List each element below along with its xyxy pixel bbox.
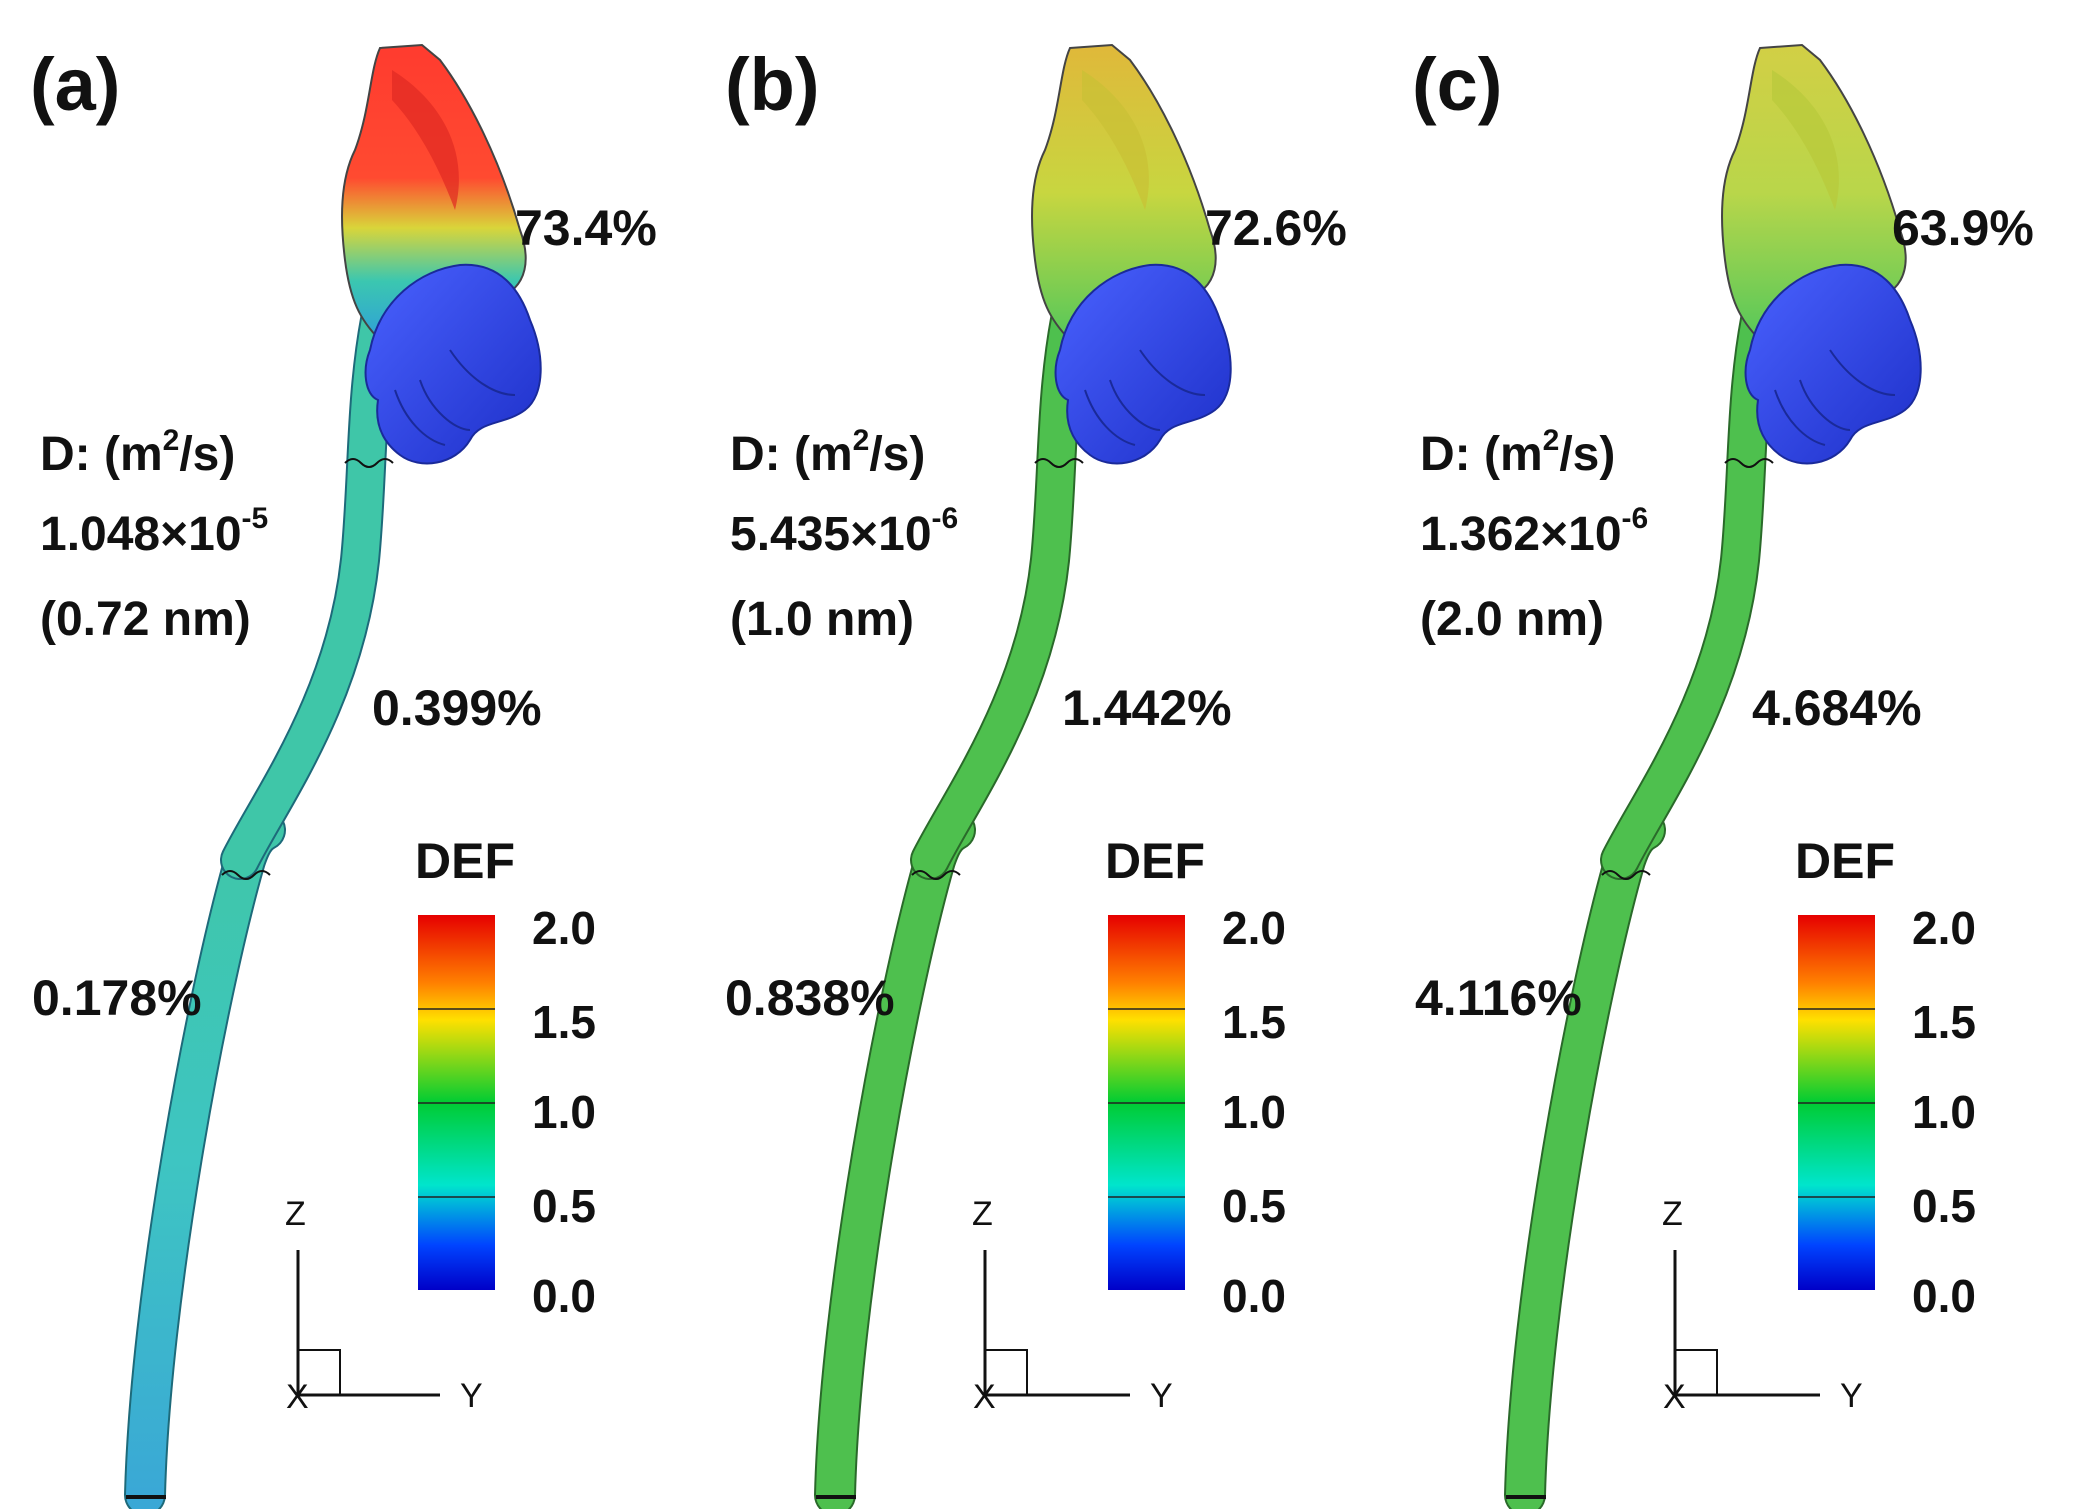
low-percent-b: 0.838% bbox=[725, 970, 895, 1026]
panel-b bbox=[814, 43, 1232, 1509]
axis-y-label-c: Y bbox=[1840, 1377, 1863, 1415]
head-fold-b bbox=[1082, 70, 1149, 210]
blue-lobes-b bbox=[1054, 263, 1232, 465]
colorbar-tick-b-4: 0.0 bbox=[1222, 1270, 1286, 1322]
axis-x-label-b: X bbox=[973, 1378, 996, 1416]
colorbar-title-b: DEF bbox=[1105, 833, 1205, 889]
axis-z-label-b: Z bbox=[972, 1195, 993, 1233]
blue-lobes-a bbox=[364, 263, 542, 465]
panel-a bbox=[124, 43, 542, 1509]
d-value-a: 1.048×10-5 bbox=[40, 502, 268, 561]
axis-box-a bbox=[297, 1349, 341, 1396]
d-label-a: D: (m2/s) bbox=[40, 424, 235, 481]
stem-upper-a-fill bbox=[222, 302, 398, 878]
cut-mark-lower-a bbox=[221, 870, 271, 880]
panel-label-a: (a) bbox=[30, 43, 120, 126]
colorbar-tick-a-3: 0.5 bbox=[532, 1180, 596, 1232]
labels-b: (b) 72.6% D: (m2/s) 5.435×10-6 (1.0 nm) … bbox=[725, 43, 1347, 1026]
colorbar-tick-a-2: 1.0 bbox=[532, 1086, 596, 1138]
cut-mark-upper-c bbox=[1724, 458, 1774, 468]
axis-triad-b: Z Y X bbox=[972, 1195, 1173, 1416]
stem-upper-c-fill bbox=[1602, 302, 1778, 878]
colorbar-c: DEF 2.0 1.5 1.0 0.5 0.0 bbox=[1795, 833, 1976, 1322]
colorbar-tick-b-2: 1.0 bbox=[1222, 1086, 1286, 1138]
panel-label-c: (c) bbox=[1412, 43, 1502, 126]
cut-mark-upper-a bbox=[344, 458, 394, 468]
colorbar-b: DEF 2.0 1.5 1.0 0.5 0.0 bbox=[1105, 833, 1286, 1322]
diameter-c: (2.0 nm) bbox=[1420, 593, 1604, 646]
axis-triad-a: Z Y X bbox=[285, 1195, 483, 1416]
labels-c: (c) 63.9% D: (m2/s) 1.362×10-6 (2.0 nm) … bbox=[1412, 43, 2034, 1026]
d-label-b: D: (m2/s) bbox=[730, 424, 925, 481]
head-percent-b: 72.6% bbox=[1205, 200, 1347, 256]
cut-mark-lower-b bbox=[911, 870, 961, 880]
blue-lobe-detail-b bbox=[1084, 349, 1206, 446]
colorbar-tick-a-0: 2.0 bbox=[532, 902, 596, 954]
axis-box-b bbox=[984, 1349, 1028, 1396]
d-value-c: 1.362×10-6 bbox=[1420, 502, 1648, 561]
colorbar-tick-c-4: 0.0 bbox=[1912, 1270, 1976, 1322]
colorbar-tick-b-1: 1.5 bbox=[1222, 996, 1286, 1048]
axis-x-label-a: X bbox=[286, 1378, 309, 1416]
cut-mark-lower-c bbox=[1601, 870, 1651, 880]
head-fold-c bbox=[1772, 70, 1839, 210]
axis-z-label-c: Z bbox=[1662, 1195, 1683, 1233]
low-percent-a: 0.178% bbox=[32, 970, 202, 1026]
colorbar-tick-a-4: 0.0 bbox=[532, 1270, 596, 1322]
colorbar-tick-b-3: 0.5 bbox=[1222, 1180, 1286, 1232]
axis-box-c bbox=[1674, 1349, 1718, 1396]
mid-percent-a: 0.399% bbox=[372, 680, 542, 736]
axis-triad-c: Z Y X bbox=[1662, 1195, 1863, 1416]
colorbar-tick-c-0: 2.0 bbox=[1912, 902, 1976, 954]
diameter-a: (0.72 nm) bbox=[40, 593, 251, 646]
low-percent-c: 4.116% bbox=[1415, 970, 1582, 1026]
colorbar-tick-c-1: 1.5 bbox=[1912, 996, 1976, 1048]
axis-z-label-a: Z bbox=[285, 1195, 306, 1233]
mid-percent-c: 4.684% bbox=[1752, 680, 1922, 736]
head-percent-a: 73.4% bbox=[515, 200, 657, 256]
colorbar-title-c: DEF bbox=[1795, 833, 1895, 889]
head-fold-a bbox=[392, 70, 459, 210]
stem-upper-b-fill bbox=[912, 302, 1088, 878]
d-label-c: D: (m2/s) bbox=[1420, 424, 1615, 481]
labels-a: (a) 73.4% D: (m2/s) 1.048×10-5 (0.72 nm)… bbox=[30, 43, 657, 1026]
blue-lobes-c bbox=[1744, 263, 1922, 465]
mid-percent-b: 1.442% bbox=[1062, 680, 1232, 736]
axis-x-label-c: X bbox=[1663, 1378, 1686, 1416]
head-percent-c: 63.9% bbox=[1892, 200, 2034, 256]
blue-lobe-detail-a bbox=[394, 349, 516, 446]
axis-y-label-b: Y bbox=[1150, 1377, 1173, 1415]
colorbar-a: DEF 2.0 1.5 1.0 0.5 0.0 bbox=[415, 833, 596, 1322]
colorbar-tick-c-2: 1.0 bbox=[1912, 1086, 1976, 1138]
cut-mark-upper-b bbox=[1034, 458, 1084, 468]
panel-label-b: (b) bbox=[725, 43, 820, 126]
colorbar-title-a: DEF bbox=[415, 833, 515, 889]
colorbar-tick-b-0: 2.0 bbox=[1222, 902, 1286, 954]
panel-c bbox=[1504, 43, 1922, 1509]
d-value-b: 5.435×10-6 bbox=[730, 502, 958, 561]
blue-lobe-detail-c bbox=[1774, 349, 1896, 446]
diameter-b: (1.0 nm) bbox=[730, 593, 914, 646]
colorbar-tick-c-3: 0.5 bbox=[1912, 1180, 1976, 1232]
axis-y-label-a: Y bbox=[460, 1377, 483, 1415]
colorbar-tick-a-1: 1.5 bbox=[532, 996, 596, 1048]
